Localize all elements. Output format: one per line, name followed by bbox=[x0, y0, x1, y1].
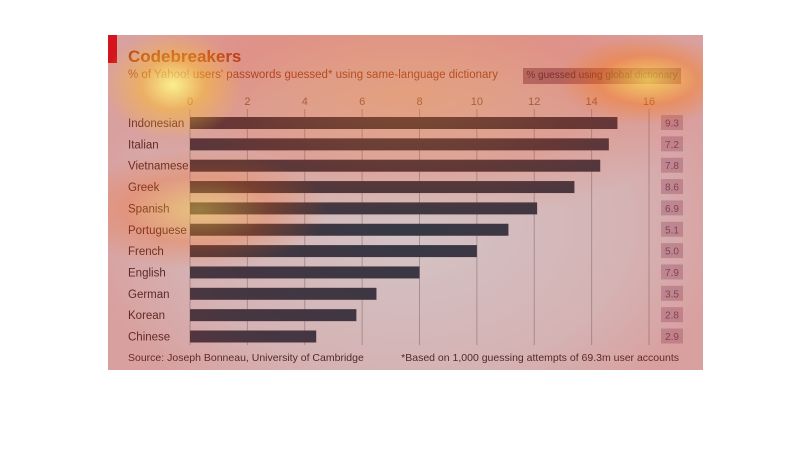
category-label: German bbox=[128, 289, 170, 301]
x-tick-label: 8 bbox=[416, 96, 422, 108]
category-label: Chinese bbox=[128, 332, 170, 344]
bar bbox=[190, 181, 575, 194]
bar bbox=[190, 117, 618, 129]
x-tick-label: 2 bbox=[244, 96, 250, 108]
x-tick-label: 4 bbox=[302, 96, 308, 108]
category-label: Indonesian bbox=[128, 118, 184, 130]
x-tick-label: 16 bbox=[643, 96, 655, 108]
x-tick-label: 0 bbox=[187, 96, 193, 108]
category-label: French bbox=[128, 246, 164, 258]
bar bbox=[190, 138, 609, 151]
category-label: Korean bbox=[128, 310, 165, 322]
global-value-label: 5.0 bbox=[665, 247, 679, 258]
global-value-label: 3.5 bbox=[665, 289, 679, 300]
x-tick-label: 10 bbox=[471, 96, 483, 108]
global-value-label: 2.8 bbox=[665, 311, 679, 322]
category-label: Greek bbox=[128, 182, 160, 194]
bar bbox=[190, 266, 420, 279]
category-label: Portuguese bbox=[128, 225, 187, 237]
global-value-label: 8.6 bbox=[665, 183, 679, 194]
x-tick-label: 6 bbox=[359, 96, 365, 108]
x-tick-label: 12 bbox=[528, 96, 540, 108]
category-label: Vietnamese bbox=[128, 161, 189, 173]
global-value-label: 7.2 bbox=[665, 140, 679, 151]
bar bbox=[190, 287, 377, 300]
global-value-label: 6.9 bbox=[665, 204, 679, 215]
bar bbox=[190, 245, 477, 258]
global-value-label: 7.9 bbox=[665, 268, 679, 279]
category-label: English bbox=[128, 267, 166, 279]
bar bbox=[190, 159, 601, 172]
category-label: Spanish bbox=[128, 203, 170, 215]
x-tick-label: 14 bbox=[586, 96, 598, 108]
source-note: Source: Joseph Bonneau, University of Ca… bbox=[128, 352, 364, 364]
chart-figure: Codebreakers % of Yahoo! users' password… bbox=[108, 35, 703, 370]
bar bbox=[190, 223, 509, 236]
global-value-label: 9.3 bbox=[665, 119, 679, 130]
global-value-label: 7.8 bbox=[665, 161, 679, 172]
bar bbox=[190, 330, 317, 343]
bar-chart: 0 2 4 6 8 10 12 14 16 Indonesian 9.3 Italian 7.2 Viet… bbox=[128, 96, 683, 345]
global-value-label: 5.1 bbox=[665, 225, 679, 236]
global-value-label: 2.9 bbox=[665, 332, 679, 343]
bar bbox=[190, 309, 357, 322]
category-label: Italian bbox=[128, 139, 159, 151]
bar bbox=[190, 202, 538, 215]
footnote: *Based on 1,000 guessing attempts of 69.… bbox=[401, 352, 679, 364]
